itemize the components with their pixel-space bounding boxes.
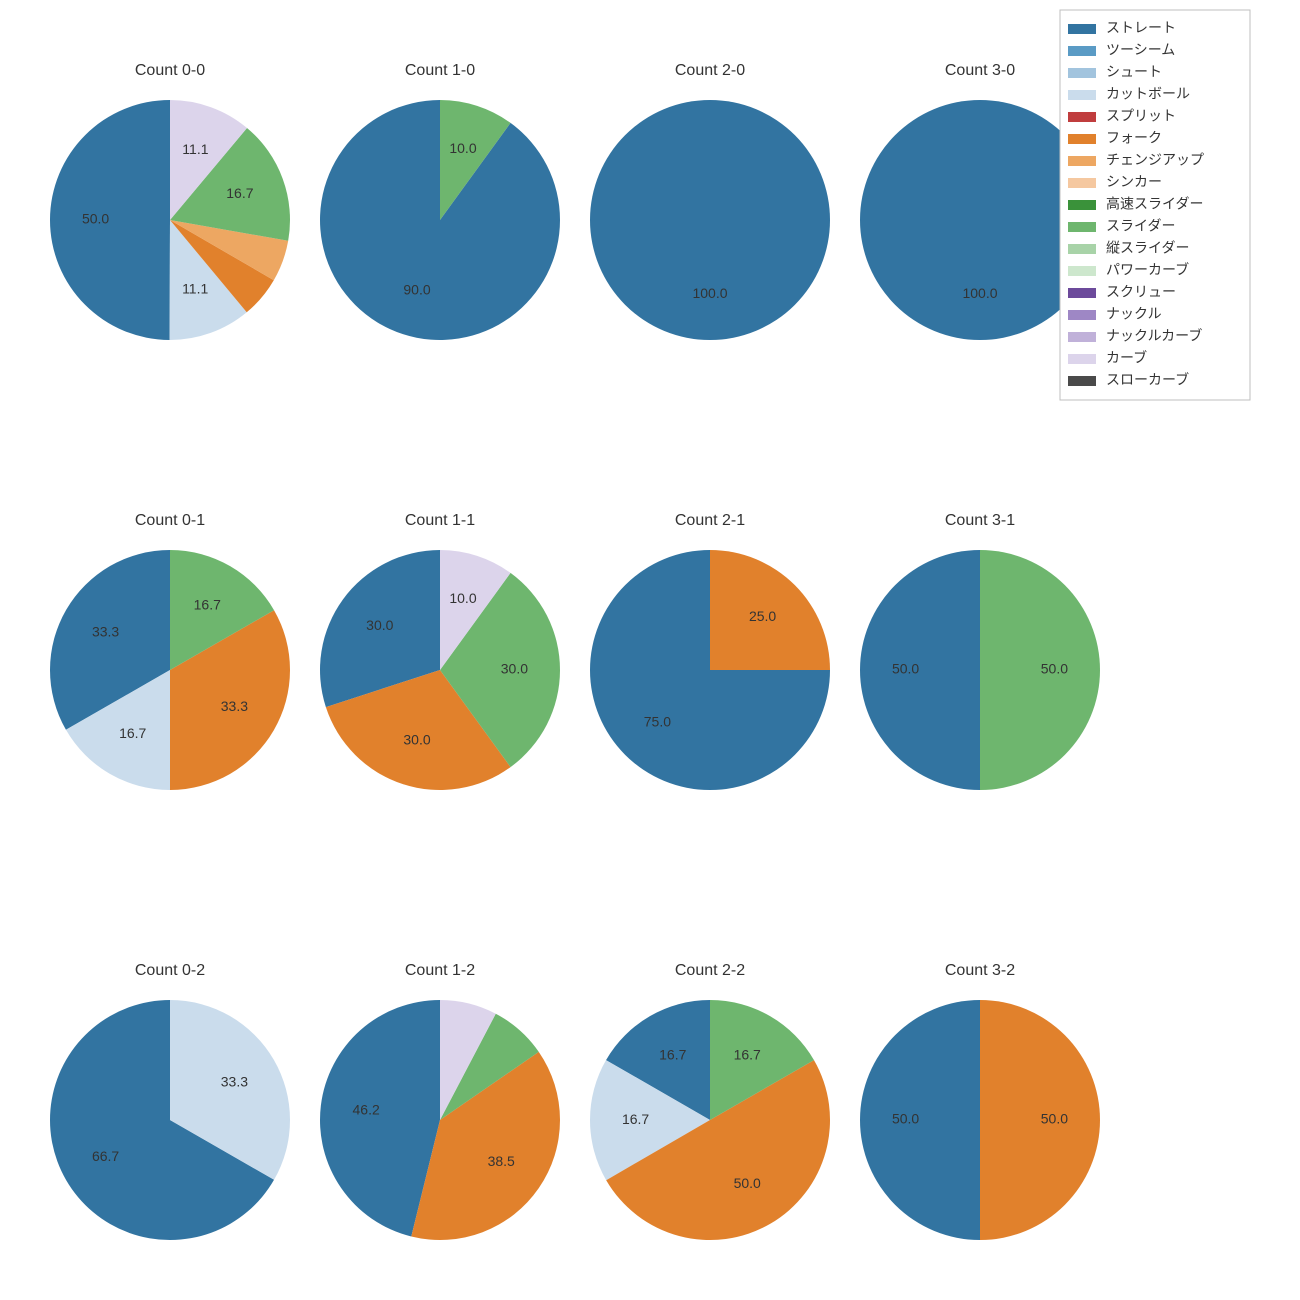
slice-label: 16.7 <box>734 1046 761 1062</box>
legend: ストレートツーシームシュートカットボールスプリットフォークチェンジアップシンカー… <box>1060 10 1250 400</box>
pie-title: Count 0-0 <box>135 62 205 79</box>
slice-label: 16.7 <box>194 596 221 612</box>
slice-label: 10.0 <box>449 140 476 156</box>
slice-label: 46.2 <box>353 1102 380 1118</box>
legend-item-label: カットボール <box>1106 86 1190 102</box>
pie-title: Count 1-2 <box>405 962 475 979</box>
pie-title: Count 0-2 <box>135 962 205 979</box>
legend-item-label: スローカーブ <box>1106 372 1189 388</box>
legend-item-label: ツーシーム <box>1106 42 1175 58</box>
slice-label: 50.0 <box>1041 1111 1068 1127</box>
slice-label: 38.5 <box>488 1153 515 1169</box>
slice-label: 100.0 <box>962 285 997 301</box>
slice-label: 33.3 <box>221 1073 248 1089</box>
pie-title: Count 3-0 <box>945 62 1015 79</box>
legend-item-label: カーブ <box>1106 350 1147 366</box>
legend-item-label: ストレート <box>1106 20 1176 36</box>
legend-item-label: ナックルカーブ <box>1106 328 1202 344</box>
slice-label: 90.0 <box>403 281 430 297</box>
slice-label: 33.3 <box>221 698 248 714</box>
slice-label: 11.1 <box>182 281 208 297</box>
pie-title: Count 2-2 <box>675 962 745 979</box>
pie-title: Count 2-0 <box>675 62 745 79</box>
chart-stage: Count 0-0 50.0 11.1 16.7 11.1 Count 1-0 90.0 10… <box>0 0 1300 1300</box>
slice-label: 50.0 <box>82 211 109 227</box>
legend-item-label: シンカー <box>1106 174 1162 190</box>
slice-label: 66.7 <box>92 1148 119 1164</box>
legend-item-label: シュート <box>1106 64 1162 80</box>
legend-item-label: スライダー <box>1106 218 1175 234</box>
slice-label: 16.7 <box>119 725 146 741</box>
pie-title: Count 1-0 <box>405 62 475 79</box>
slice-label: 50.0 <box>892 661 919 677</box>
legend-item-label: フォーク <box>1106 130 1162 146</box>
legend-item-label: スクリュー <box>1106 284 1176 300</box>
pie-title: Count 2-1 <box>675 512 745 529</box>
slice-label: 11.1 <box>182 141 208 157</box>
slice-label: 16.7 <box>622 1111 649 1127</box>
slice-label: 30.0 <box>501 661 528 677</box>
slice-label: 16.7 <box>226 185 253 201</box>
pie-title: Count 3-2 <box>945 962 1015 979</box>
pie-title: Count 1-1 <box>405 512 475 529</box>
slice-label: 25.0 <box>749 608 776 624</box>
pie-title: Count 3-1 <box>945 512 1015 529</box>
slice-label: 30.0 <box>403 731 430 747</box>
slice-label: 100.0 <box>692 285 727 301</box>
legend-item-label: パワーカーブ <box>1106 262 1189 278</box>
slice-label: 75.0 <box>644 713 671 729</box>
legend-item-label: ナックル <box>1106 306 1162 322</box>
legend-item-label: スプリット <box>1106 108 1176 124</box>
slice-label: 50.0 <box>734 1175 761 1191</box>
slice-label: 50.0 <box>1041 661 1068 677</box>
legend-item-label: チェンジアップ <box>1106 152 1204 168</box>
slice-label: 30.0 <box>366 617 393 633</box>
slice-label: 33.3 <box>92 623 119 639</box>
legend-item-label: 高速スライダー <box>1106 196 1203 212</box>
slice-label: 16.7 <box>659 1046 686 1062</box>
legend-item-label: 縦スライダー <box>1106 240 1189 256</box>
slice-label: 10.0 <box>449 590 476 606</box>
pie-title: Count 0-1 <box>135 512 205 529</box>
slice-label: 50.0 <box>892 1111 919 1127</box>
